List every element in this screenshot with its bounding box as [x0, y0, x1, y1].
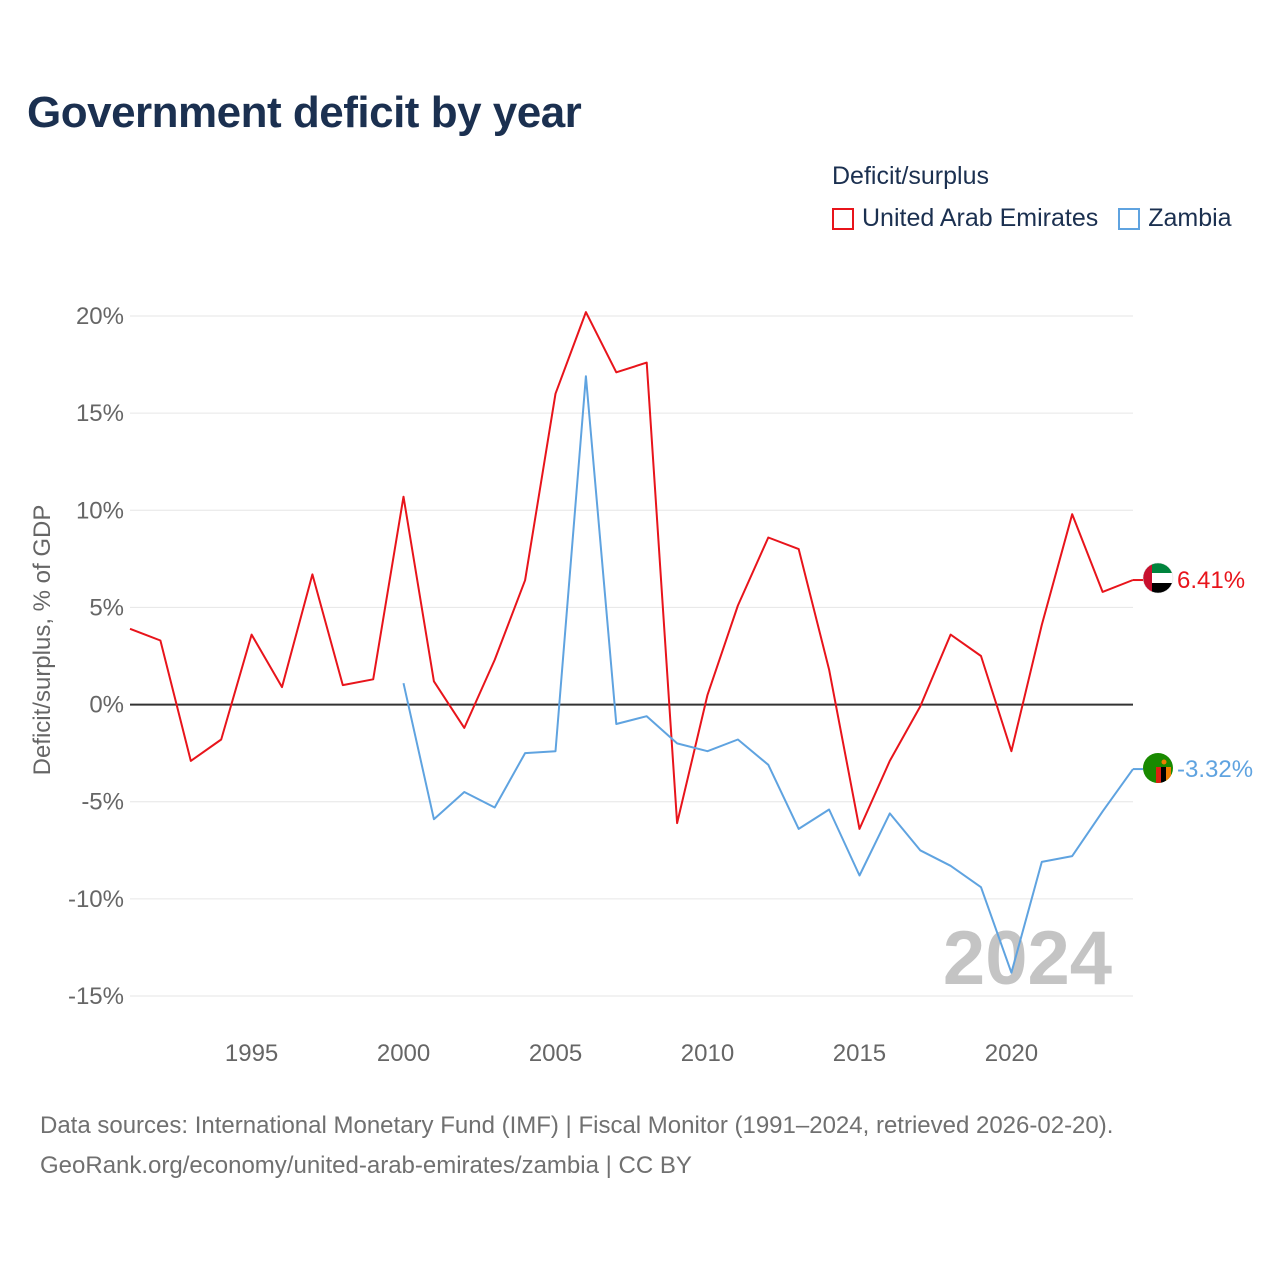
footer-url[interactable]: GeoRank.org/economy/united-arab-emirates…: [40, 1152, 692, 1179]
y-axis-ticks: 20% 15% 10% 5% 0% -5% -10% -15%: [68, 303, 124, 1010]
x-tick-label: 2015: [833, 1040, 886, 1067]
series-line-uae: [129, 311, 1134, 830]
x-tick-label: 1995: [225, 1040, 278, 1067]
end-value-label: 6.41%: [1177, 567, 1245, 594]
legend-label-zambia: Zambia: [1148, 204, 1232, 232]
y-axis-label: Deficit/surplus, % of GDP: [29, 505, 56, 776]
zambia-flag-icon: [1143, 753, 1173, 783]
y-tick-label: 5%: [89, 594, 124, 621]
series-line-zambia: [402, 375, 1134, 974]
y-tick-label: -15%: [68, 983, 124, 1010]
y-tick-label: 0%: [89, 692, 124, 719]
legend: United Arab Emirates Zambia: [832, 204, 1252, 233]
y-tick-label: -10%: [68, 886, 124, 913]
x-tick-label: 2005: [529, 1040, 582, 1067]
end-labels: 6.41% -3.32%: [1133, 567, 1253, 783]
y-tick-label: 10%: [76, 497, 124, 524]
legend-item-uae[interactable]: United Arab Emirates: [832, 204, 1098, 233]
uae-flag-icon: [1142, 562, 1174, 594]
legend-label-uae: United Arab Emirates: [862, 204, 1099, 232]
legend-title: Deficit/surplus: [832, 162, 989, 190]
year-watermark: 2024: [943, 916, 1112, 1001]
y-tick-label: 20%: [76, 303, 124, 330]
y-tick-label: 15%: [76, 400, 124, 427]
footer: Data sources: International Monetary Fun…: [40, 1106, 1113, 1186]
chart-title: Government deficit by year: [27, 88, 582, 137]
x-tick-label: 2020: [985, 1040, 1038, 1067]
legend-swatch-zambia: [1118, 207, 1141, 230]
x-tick-label: 2000: [377, 1040, 430, 1067]
footer-source: Data sources: International Monetary Fun…: [40, 1112, 1114, 1139]
series-lines: [129, 311, 1134, 974]
grid-lines: [130, 315, 1133, 997]
end-value-label: -3.32%: [1177, 756, 1253, 783]
legend-item-zambia[interactable]: Zambia: [1118, 204, 1232, 233]
y-tick-label: -5%: [81, 789, 124, 816]
legend-swatch-uae: [832, 207, 854, 230]
x-axis-ticks: 1995 2000 2005 2010 2015 2020: [225, 1040, 1038, 1067]
x-tick-label: 2010: [681, 1040, 734, 1067]
